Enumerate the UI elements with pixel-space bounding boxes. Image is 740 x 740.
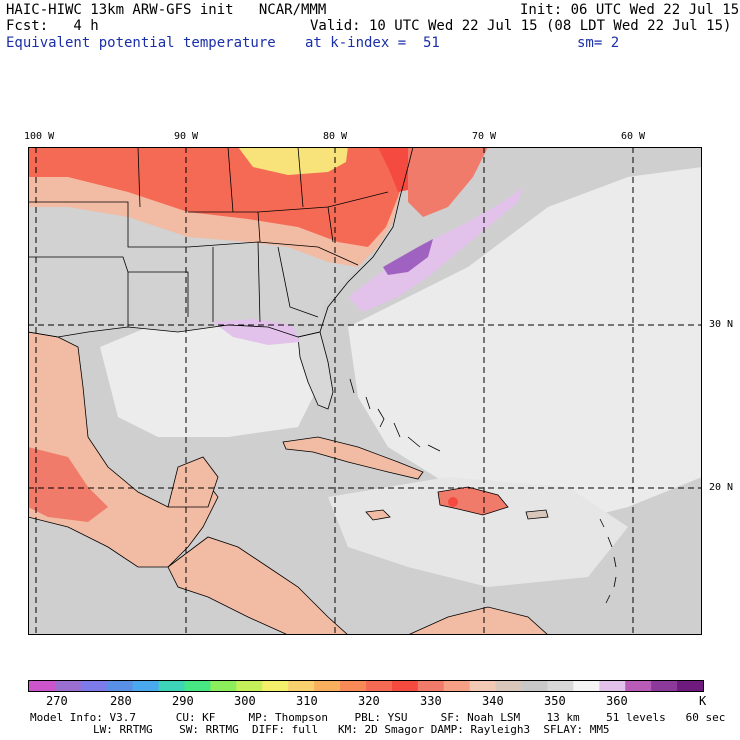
south-america — [407, 606, 549, 635]
lon-label-100w: 100 W — [24, 131, 55, 142]
us-peak-area — [238, 147, 348, 175]
central-america — [167, 536, 349, 635]
offshore-lilac-band — [348, 187, 523, 312]
colorbar-swatch — [599, 681, 626, 691]
yucatan — [167, 456, 219, 508]
hispaniola-peak — [448, 497, 458, 507]
colorbar-swatch — [391, 681, 419, 691]
colorbar-swatch — [262, 681, 289, 691]
colorbar-swatch — [106, 681, 134, 691]
colorbar-swatch — [158, 681, 186, 691]
gulf-light-field — [100, 325, 318, 437]
colorbar-tick-360: 360 — [606, 694, 628, 708]
colorbar-swatch — [314, 681, 341, 691]
model-title: HAIC-HIWC 13km ARW-GFS init NCAR/MMM — [6, 2, 327, 18]
colorbar-swatch — [184, 681, 211, 691]
colorbar-swatch — [80, 681, 108, 691]
lon-label-70w: 70 W — [472, 131, 497, 142]
theta-e-map — [28, 147, 702, 635]
colorbar-unit: K — [699, 694, 707, 708]
colorbar-swatch — [443, 681, 471, 691]
colorbar-swatch — [340, 681, 367, 691]
colorbar-swatch — [210, 681, 237, 691]
colorbar-swatch — [573, 681, 600, 691]
lon-label-90w: 90 W — [174, 131, 199, 142]
jamaica — [365, 509, 391, 521]
colorbar-swatch — [417, 681, 445, 691]
lat-label-20n: 20 N — [709, 482, 734, 493]
colorbar-swatch — [625, 681, 652, 691]
valid-time: Valid: 10 UTC Wed 22 Jul 15 (08 LDT Wed … — [310, 18, 732, 34]
offshore-purple-core — [383, 239, 433, 275]
colorbar-swatch — [469, 681, 497, 691]
colorbar-tick-340: 340 — [482, 694, 504, 708]
puerto-rico — [525, 509, 549, 520]
colorbar-tick-320: 320 — [358, 694, 380, 708]
atlantic-light-field — [348, 167, 702, 527]
colorbar-swatch — [236, 681, 263, 691]
smoothing: sm= 2 — [577, 35, 620, 51]
colorbar-tick-310: 310 — [296, 694, 318, 708]
init-time: Init: 06 UTC Wed 22 Jul 15 — [520, 2, 740, 18]
field-name: Equivalent potential temperature — [6, 35, 276, 51]
lat-label-30n: 30 N — [709, 319, 734, 330]
colorbar-tick-290: 290 — [172, 694, 194, 708]
level-index: at k-index = 51 — [305, 35, 440, 51]
colorbar-swatch — [521, 681, 548, 691]
colorbar-swatch — [495, 681, 523, 691]
lesser-antilles — [599, 518, 617, 604]
colorbar-swatch — [366, 681, 393, 691]
model-info-line1: Model Info: V3.7 CU: KF MP: Thompson PBL… — [30, 711, 726, 724]
lon-label-80w: 80 W — [323, 131, 348, 142]
graticule — [28, 147, 702, 635]
bahamas — [349, 378, 441, 452]
colorbar — [28, 680, 704, 692]
colorbar-tick-270: 270 — [46, 694, 68, 708]
colorbar-swatch — [288, 681, 315, 691]
colorbar-swatch — [54, 681, 82, 691]
lon-label-60w: 60 W — [621, 131, 646, 142]
offshore-warm — [408, 147, 488, 217]
model-info-line2: LW: RRTMG SW: RRTMG DIFF: full KM: 2D Sm… — [93, 723, 610, 736]
caribbean-light-field — [328, 477, 628, 587]
colorbar-swatch — [651, 681, 678, 691]
colorbar-swatch — [29, 681, 56, 691]
cuba — [282, 436, 424, 480]
political-boundaries — [28, 147, 414, 338]
colorbar-swatch — [677, 681, 704, 691]
colorbar-swatch — [547, 681, 574, 691]
colorbar-tick-300: 300 — [234, 694, 256, 708]
colorbar-swatch — [132, 681, 160, 691]
colorbar-frame — [28, 680, 704, 692]
colorbar-tick-350: 350 — [544, 694, 566, 708]
forecast-hour: Fcst: 4 h — [6, 18, 99, 34]
mexico-hot-patch — [28, 447, 108, 522]
florida — [297, 331, 334, 410]
map-frame — [28, 147, 702, 635]
colorbar-tick-330: 330 — [420, 694, 442, 708]
colorbar-tick-280: 280 — [110, 694, 132, 708]
